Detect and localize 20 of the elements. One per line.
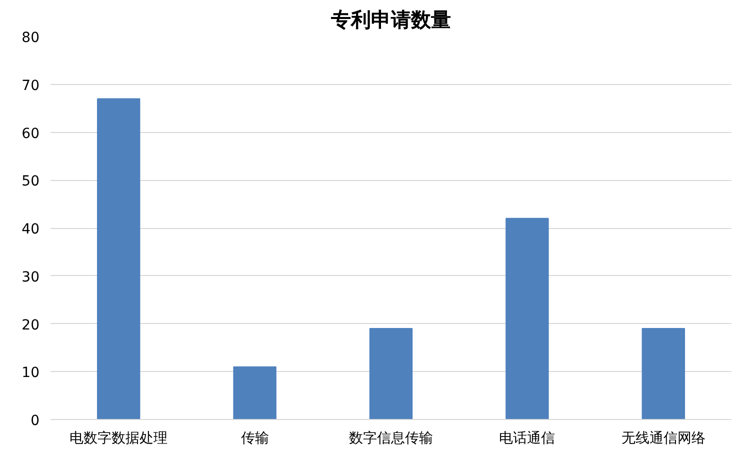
y-tick-label: 30 bbox=[22, 269, 40, 286]
y-tick-label: 0 bbox=[30, 413, 40, 429]
chart-title: 专利申请数量 bbox=[330, 8, 451, 32]
bar bbox=[506, 218, 549, 420]
bar bbox=[233, 366, 276, 420]
y-tick-label: 50 bbox=[22, 174, 40, 190]
y-tick-label: 20 bbox=[22, 317, 40, 334]
x-tick-label: 数字信息传输 bbox=[349, 430, 433, 446]
x-tick-label: 传输 bbox=[240, 430, 269, 446]
y-tick-label: 80 bbox=[22, 30, 40, 46]
bar bbox=[642, 328, 686, 420]
x-tick-label: 电数字数据处理 bbox=[70, 430, 168, 446]
y-tick-label: 40 bbox=[22, 222, 40, 238]
bar bbox=[369, 328, 413, 420]
y-tick-label: 60 bbox=[22, 126, 40, 142]
y-tick-label: 10 bbox=[22, 365, 40, 382]
bar bbox=[96, 98, 140, 420]
y-tick-label: 70 bbox=[22, 78, 40, 94]
x-tick-label: 无线通信网络 bbox=[621, 430, 706, 446]
x-tick-label: 电话通信 bbox=[499, 430, 556, 446]
